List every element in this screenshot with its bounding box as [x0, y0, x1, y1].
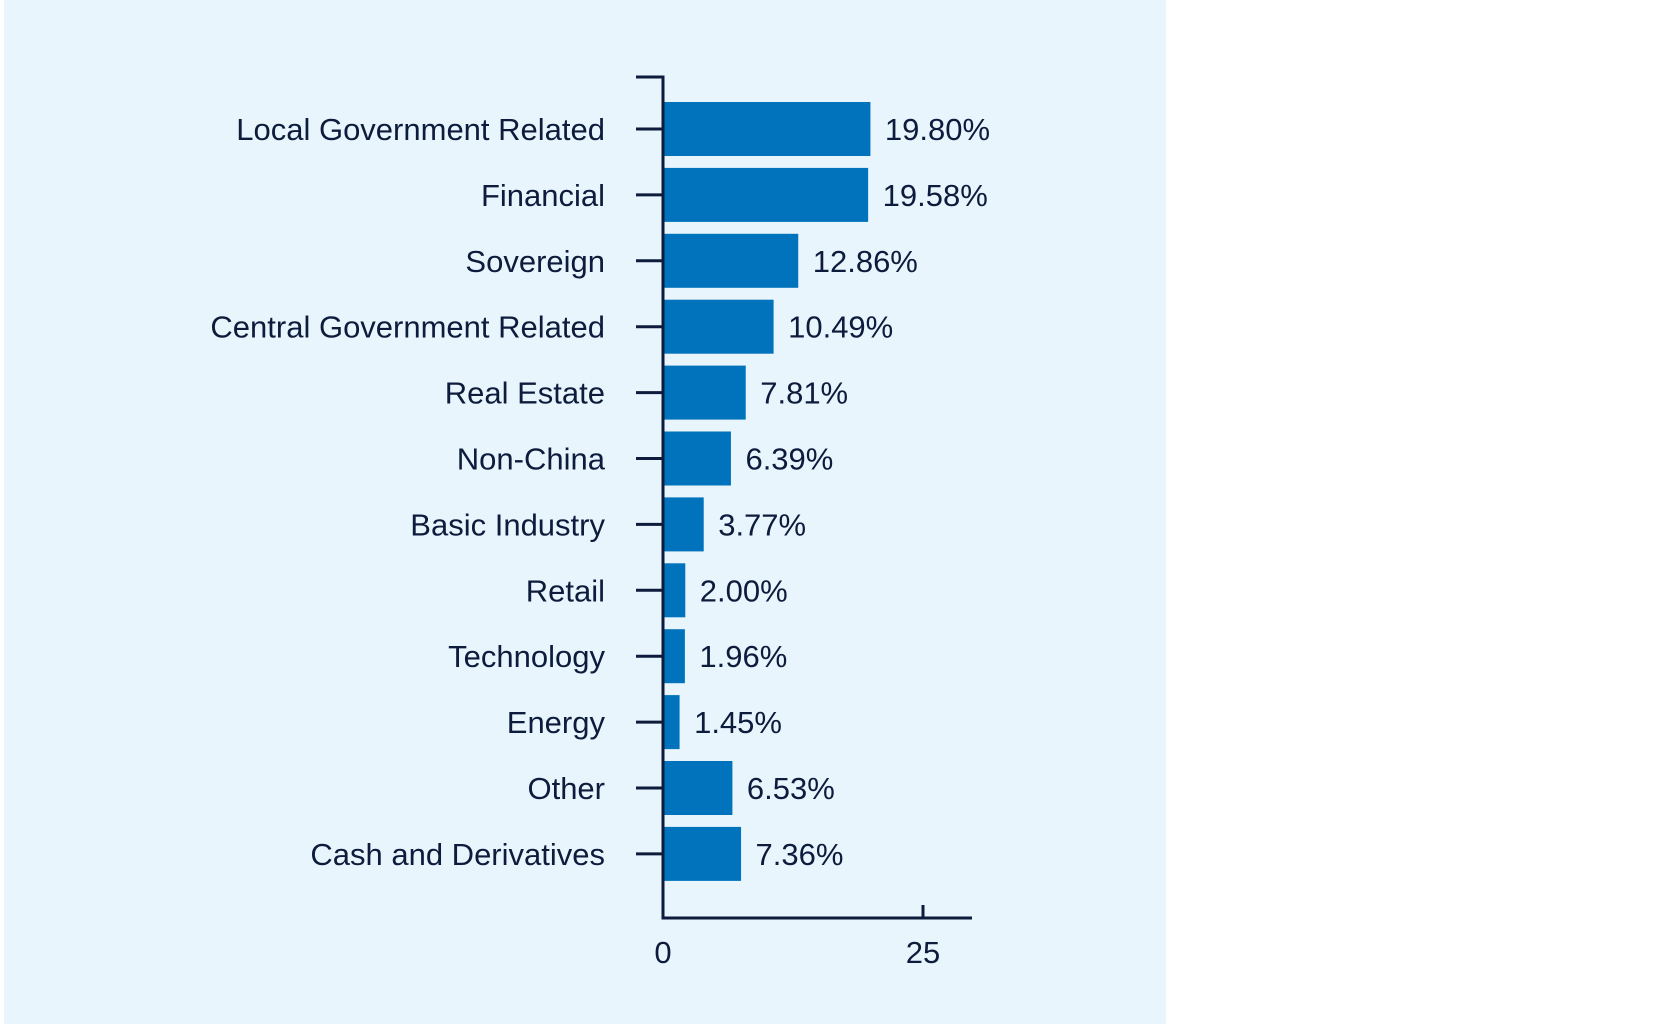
category-label: Sovereign	[465, 244, 605, 279]
value-label: 2.00%	[700, 573, 788, 608]
value-label: 7.36%	[756, 837, 844, 872]
category-label: Financial	[481, 178, 605, 213]
category-label: Retail	[526, 573, 605, 608]
labels-layer: 0 25 Local Government Related 19.80% Financi…	[210, 112, 990, 970]
value-label: 10.49%	[788, 310, 893, 345]
category-label: Local Government Related	[236, 112, 605, 147]
value-label: 3.77%	[718, 507, 806, 542]
bar	[664, 497, 704, 552]
bar	[664, 431, 731, 486]
value-label: 1.45%	[694, 705, 782, 740]
bar	[664, 563, 686, 618]
bar	[664, 233, 799, 288]
value-label: 7.81%	[760, 376, 848, 411]
value-label: 6.53%	[747, 771, 835, 806]
bar	[664, 167, 869, 222]
bars-layer	[664, 102, 871, 881]
category-label: Real Estate	[445, 376, 605, 411]
bar	[664, 365, 746, 420]
category-label: Central Government Related	[210, 310, 605, 345]
value-label: 19.58%	[883, 178, 988, 213]
bar	[664, 761, 733, 815]
bar	[664, 695, 680, 750]
category-label: Basic Industry	[410, 507, 605, 542]
bar	[664, 299, 774, 354]
category-label: Technology	[448, 639, 605, 674]
x-tick-label: 0	[654, 935, 671, 970]
bar	[664, 826, 742, 881]
category-label: Energy	[507, 705, 606, 740]
bar	[664, 629, 685, 684]
x-tick-label: 25	[906, 935, 940, 970]
category-label: Cash and Derivatives	[310, 837, 605, 872]
category-label: Non-China	[457, 442, 606, 477]
bar	[664, 102, 871, 156]
value-label: 19.80%	[885, 112, 990, 147]
category-label: Other	[527, 771, 605, 806]
value-label: 6.39%	[745, 442, 833, 477]
value-label: 1.96%	[699, 639, 787, 674]
chart-panel	[4, 0, 1166, 1024]
axes	[636, 75, 972, 920]
value-label: 12.86%	[813, 244, 918, 279]
